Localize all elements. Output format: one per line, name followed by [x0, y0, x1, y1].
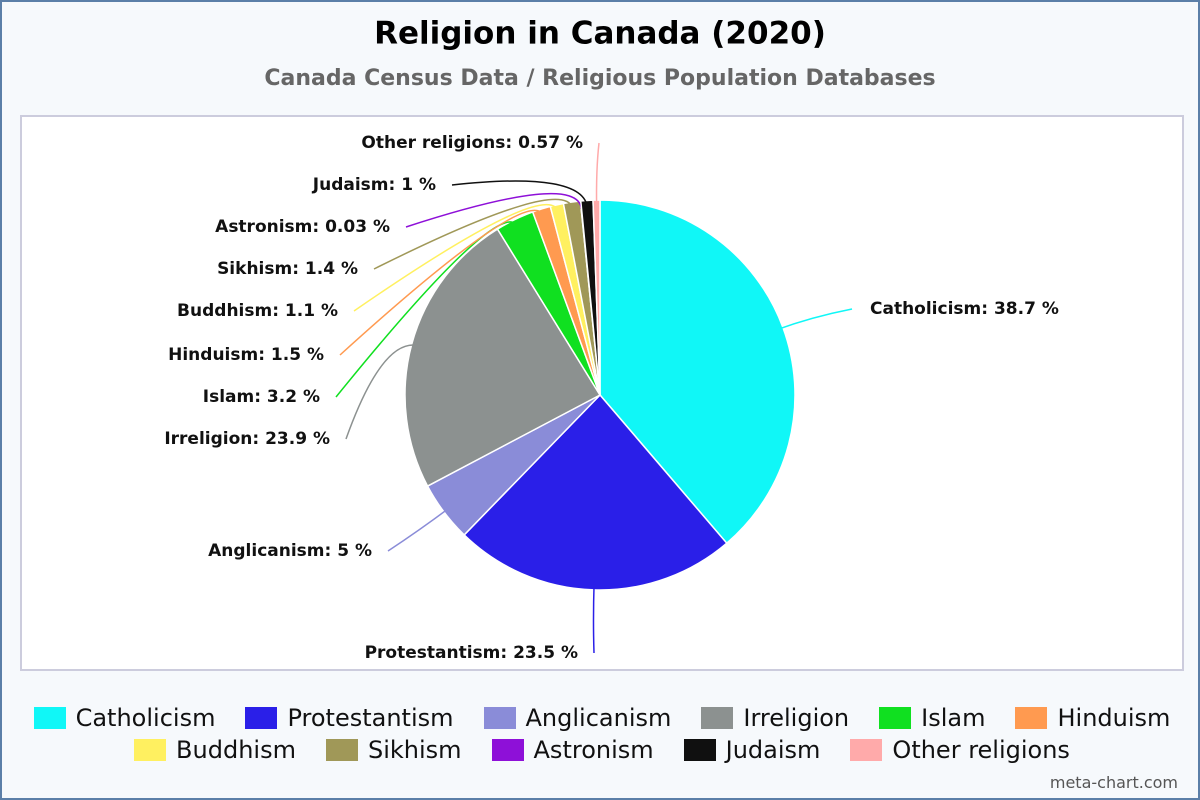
legend-label: Islam [921, 704, 986, 732]
leader-line [373, 198, 574, 270]
legend-label: Sikhism [367, 736, 462, 764]
leader-line [592, 581, 595, 654]
legend-swatch [134, 739, 167, 761]
legend-swatch [701, 707, 734, 729]
legend-item: Anglicanism [483, 704, 672, 732]
leader-line [595, 142, 600, 209]
legend-label: Other religions [892, 736, 1070, 764]
legend-label: Buddhism [176, 736, 296, 764]
legend-swatch [491, 739, 524, 761]
data-label: Protestantism: 23.5 % [365, 643, 578, 663]
legend-swatch [683, 739, 716, 761]
data-label: Astronism: 0.03 % [215, 217, 390, 237]
legend-label: Irreligion [743, 704, 850, 732]
legend-item: Astronism [491, 736, 654, 764]
leader-line [405, 192, 583, 228]
legend-swatch [33, 707, 66, 729]
data-label: Sikhism: 1.4 % [217, 259, 358, 279]
data-label: Catholicism: 38.7 % [870, 299, 1059, 319]
legend-label: Catholicism [75, 704, 216, 732]
legend-swatch [1015, 707, 1048, 729]
leader-line [345, 344, 420, 440]
leader-line [353, 204, 560, 312]
legend-item: Irreligion [701, 704, 849, 732]
data-label: Islam: 3.2 % [203, 387, 320, 407]
legend-item: Sikhism [325, 736, 462, 764]
legend-label: Judaism [725, 736, 821, 764]
data-label: Buddhism: 1.1 % [177, 301, 338, 321]
leader-line [451, 180, 589, 209]
legend-item: Catholicism [33, 704, 216, 732]
legend-label: Anglicanism [525, 704, 672, 732]
data-label: Hinduism: 1.5 % [168, 345, 324, 365]
legend-swatch [483, 707, 516, 729]
legend-label: Protestantism [287, 704, 454, 732]
legend-item: Other religions [850, 736, 1070, 764]
legend-swatch [850, 739, 883, 761]
legend-item: Buddhism [134, 736, 296, 764]
legend-label: Hinduism [1057, 704, 1171, 732]
leader-line [387, 506, 451, 552]
data-label: Anglicanism: 5 % [208, 541, 372, 561]
legend-item: Judaism [683, 736, 821, 764]
data-label: Judaism: 1 % [312, 175, 436, 195]
leader-line [339, 209, 545, 356]
watermark: meta-chart.com [1049, 773, 1178, 792]
chart-title: Religion in Canada (2020) [374, 16, 826, 52]
legend: Catholicism Protestantism Anglicanism Irrel… [32, 704, 1172, 764]
legend-item: Protestantism [245, 704, 454, 732]
legend-swatch [325, 739, 358, 761]
legend-item: Hinduism [1015, 704, 1170, 732]
data-label: Other religions: 0.57 % [361, 133, 583, 153]
legend-swatch [245, 707, 278, 729]
leader-line [335, 221, 519, 398]
legend-label: Astronism [533, 736, 654, 764]
leader-line [775, 308, 853, 331]
legend-item: Islam [879, 704, 985, 732]
data-label: Irreligion: 23.9 % [164, 429, 330, 449]
legend-swatch [879, 707, 912, 729]
pie-slice [404, 228, 602, 488]
chart: Religion in Canada (2020) Canada Census … [20, 16, 1184, 671]
chart-subtitle: Canada Census Data / Religious Populatio… [264, 66, 935, 91]
